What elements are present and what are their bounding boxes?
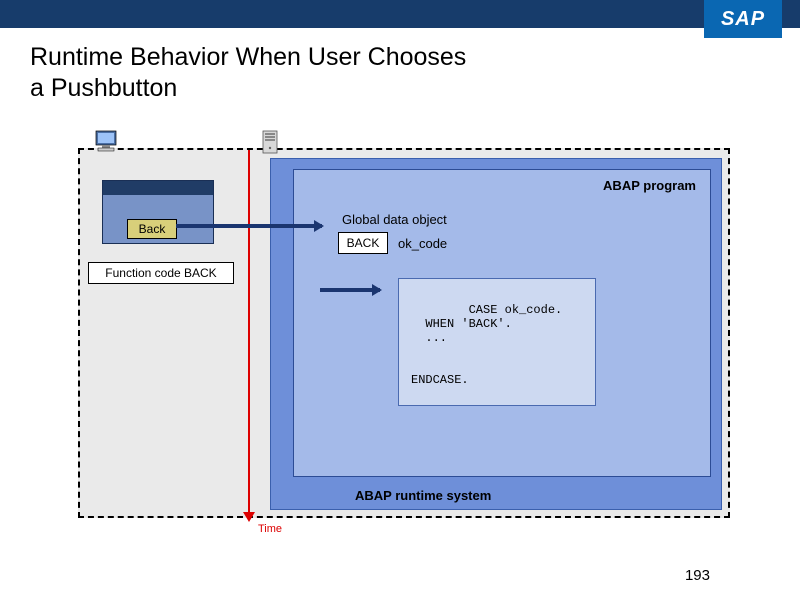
flow-arrow-back-to-okcode: [176, 222, 322, 230]
abap-program-label: ABAP program: [603, 178, 696, 193]
time-axis-line: [248, 150, 250, 520]
title-line-2: a Pushbutton: [30, 74, 177, 102]
function-code-box: Function code BACK: [88, 262, 234, 284]
back-pushbutton-label: Back: [139, 222, 166, 236]
time-axis-arrowhead: [243, 512, 255, 522]
abap-code-box: CASE ok_code. WHEN 'BACK'. ... ENDCASE.: [398, 278, 596, 406]
page-number: 193: [685, 567, 710, 584]
abap-program-box: ABAP program Global data object BACK ok_…: [293, 169, 711, 477]
ok-code-value: BACK: [347, 236, 380, 250]
time-axis-label: Time: [258, 523, 282, 535]
top-bar: [0, 0, 800, 28]
diagram-container: Back Function code BACK Time ABAP runtim…: [78, 148, 730, 518]
client-window: Back: [102, 180, 214, 244]
ok-code-var-label: ok_code: [398, 236, 447, 251]
global-data-object-label: Global data object: [342, 212, 447, 227]
abap-runtime-box: ABAP runtime system ABAP program Global …: [270, 158, 722, 510]
abap-code-text: CASE ok_code. WHEN 'BACK'. ... ENDCASE.: [411, 303, 562, 387]
sap-logo: SAP: [704, 0, 782, 38]
server-icon: [262, 130, 280, 161]
client-window-titlebar: [103, 181, 213, 195]
slide-title: Runtime Behavior When User Chooses a Pus…: [30, 42, 466, 105]
ok-code-value-box: BACK: [338, 232, 388, 254]
abap-runtime-label: ABAP runtime system: [355, 488, 491, 503]
function-code-label: Function code BACK: [105, 266, 216, 280]
client-column: Back Function code BACK: [80, 150, 240, 520]
back-pushbutton[interactable]: Back: [127, 219, 177, 239]
sap-logo-text: SAP: [721, 8, 765, 31]
flow-arrow-okcode-to-case: [320, 286, 380, 294]
title-line-1: Runtime Behavior When User Chooses: [30, 43, 466, 71]
